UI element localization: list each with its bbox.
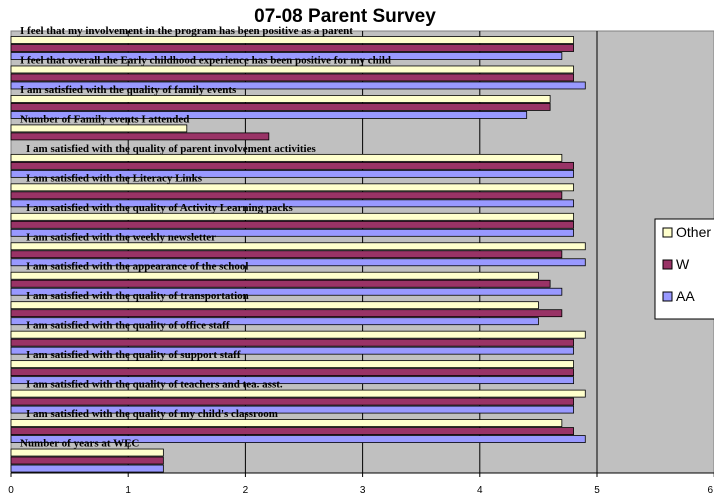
bar-other	[10, 360, 574, 369]
bar-other	[10, 212, 574, 221]
bar-aa	[10, 435, 586, 443]
bar-aa	[10, 405, 574, 414]
category-label: I am satisfied with the quality of Activ…	[26, 202, 293, 214]
bar-aa	[10, 52, 563, 60]
bar-other	[10, 183, 574, 192]
bars-group	[10, 36, 586, 473]
bar-w	[10, 132, 270, 141]
category-label: I am satisfied with the quality of suppo…	[26, 349, 241, 361]
bar-w	[10, 279, 551, 288]
bar-w	[10, 44, 574, 52]
bar-aa	[10, 346, 574, 355]
bar-aa	[10, 258, 586, 267]
category-label: I feel that my involvement in the progra…	[20, 25, 353, 37]
x-tick-label: 0	[8, 485, 14, 496]
category-label: I am satisfied with the weekly newslette…	[26, 231, 216, 243]
category-label: I am satisfied with the quality of teach…	[26, 379, 283, 391]
bar-w	[10, 456, 164, 465]
bar-other	[10, 419, 563, 427]
bar-aa	[10, 111, 528, 119]
legend-label: Other	[676, 224, 711, 240]
category-label: I am satisfied with the quality of trans…	[26, 290, 249, 302]
legend-label: AA	[676, 288, 695, 304]
bar-other	[10, 65, 574, 74]
category-label: I am satisfied with the Literacy Links	[26, 172, 203, 184]
bar-other	[10, 389, 586, 398]
bar-aa	[10, 287, 563, 296]
bar-other	[10, 124, 188, 133]
bar-aa	[10, 228, 574, 237]
bar-other	[10, 301, 539, 310]
bar-w	[10, 250, 563, 259]
category-label: I am satisfied with the quality of paren…	[26, 143, 316, 155]
category-label: I am satisfied with the appearance of th…	[26, 261, 248, 273]
bar-other	[10, 271, 539, 280]
bar-w	[10, 427, 574, 435]
category-label: I feel that overall the Early childhood …	[20, 54, 391, 66]
bar-other	[10, 95, 551, 103]
bar-w	[10, 103, 551, 111]
bar-other	[10, 242, 586, 251]
bar-aa	[10, 199, 574, 208]
bar-aa	[10, 376, 574, 385]
bar-w	[10, 309, 563, 318]
bar-other	[10, 330, 586, 339]
x-tick-label: 6	[707, 485, 713, 496]
legend-label: W	[676, 256, 690, 272]
bar-w	[10, 220, 574, 229]
category-label: Number of Family events I attended	[20, 113, 189, 125]
category-labels: I feel that my involvement in the progra…	[20, 25, 391, 450]
x-tick-label: 5	[594, 485, 600, 496]
category-label: I am satisfied with the quality of offic…	[26, 320, 230, 332]
bar-w	[10, 338, 574, 347]
legend-swatch	[662, 227, 673, 238]
bar-w	[10, 161, 574, 170]
bar-aa	[10, 169, 574, 178]
bar-w	[10, 73, 574, 82]
bar-w	[10, 397, 574, 406]
bar-other	[10, 36, 574, 44]
bar-other	[10, 448, 164, 457]
x-tick-label: 4	[477, 485, 483, 496]
bar-aa	[10, 81, 586, 90]
chart-title: 07-08 Parent Survey	[254, 6, 436, 27]
x-tick-label: 3	[360, 485, 366, 496]
x-tick-label: 2	[243, 485, 249, 496]
x-axis: 0 1 2 3 4 5 6	[8, 472, 714, 496]
bar-aa	[10, 317, 539, 326]
legend-swatch	[662, 259, 673, 270]
x-tick-label: 1	[125, 485, 131, 496]
bar-w	[10, 191, 563, 200]
category-label: I am satisfied with the quality of famil…	[20, 84, 237, 96]
bar-aa	[10, 464, 164, 473]
bar-w	[10, 368, 574, 377]
bar-other	[10, 153, 563, 162]
category-label: Number of years at WEC	[20, 438, 139, 450]
category-label: I am satisfied with the quality of my ch…	[26, 408, 278, 420]
legend: Other W AA	[654, 218, 714, 320]
legend-swatch	[662, 291, 673, 302]
